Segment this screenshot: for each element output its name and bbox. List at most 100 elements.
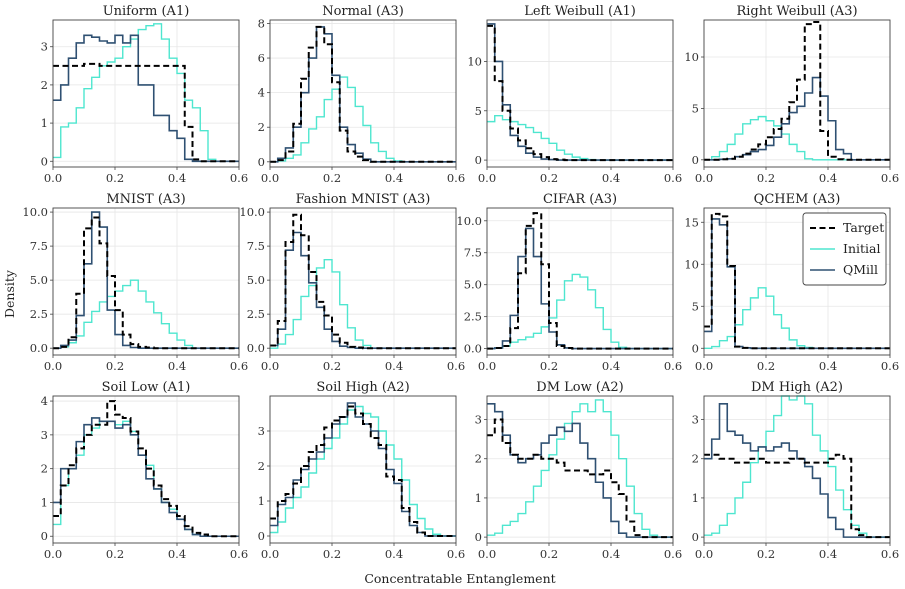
series-target bbox=[270, 213, 456, 350]
y-tick-label: 0.0 bbox=[30, 341, 48, 355]
y-tick-label: 0.0 bbox=[464, 342, 482, 356]
panel-0: 0.0 0.2 0.4 0.6 0 1 2 3 Uniform (A1) bbox=[41, 4, 248, 185]
x-tick-label: 0.6 bbox=[881, 171, 899, 185]
plot-frame bbox=[52, 395, 240, 544]
y-tick-label: 4 bbox=[41, 394, 48, 408]
panel-title: Left Weibull (A1) bbox=[524, 4, 636, 19]
x-tick-label: 0.2 bbox=[323, 171, 341, 185]
legend-box bbox=[802, 212, 887, 286]
x-tick-label: 0.6 bbox=[664, 171, 682, 185]
legend-label-qmill: QMill bbox=[843, 262, 878, 277]
y-tick-label: 5.0 bbox=[30, 273, 48, 287]
panel-8: 0.0 0.2 0.4 0.6 0 1 2 3 4 Soil Low (A1) bbox=[41, 380, 248, 561]
plot-frame bbox=[269, 19, 457, 168]
y-tick-label: 3 bbox=[41, 40, 48, 54]
panel-5: 0.0 0.2 0.4 0.6 0.0 2.5 5.0 7.5 10.0 Fashion MNIS… bbox=[239, 192, 465, 373]
x-tick-label: 0.0 bbox=[44, 359, 62, 373]
series-initial bbox=[487, 399, 673, 538]
panel-2: 0.0 0.2 0.4 0.6 0 5 10 Left Weibull (A1) bbox=[467, 4, 682, 185]
y-tick-label: 1 bbox=[41, 495, 48, 509]
x-tick-label: 0.4 bbox=[385, 171, 403, 185]
y-tick-label: 5.0 bbox=[247, 273, 265, 287]
series-qmill bbox=[704, 403, 890, 538]
plot-frame bbox=[486, 207, 674, 356]
series-target bbox=[487, 212, 673, 350]
x-tick-label: 0.4 bbox=[602, 359, 620, 373]
series-target bbox=[270, 405, 456, 537]
x-tick-label: 0.2 bbox=[323, 359, 341, 373]
series-target bbox=[704, 21, 890, 161]
panel-title: Fashion MNIST (A3) bbox=[296, 192, 431, 207]
x-tick-label: 0.2 bbox=[757, 359, 775, 373]
y-tick-label: 15 bbox=[684, 215, 699, 229]
x-tick-label: 0.6 bbox=[664, 547, 682, 561]
panel-title: MNIST (A3) bbox=[106, 192, 185, 207]
y-tick-label: 2.5 bbox=[464, 310, 482, 324]
series-initial bbox=[487, 273, 673, 350]
y-axis-label: Density bbox=[2, 269, 17, 318]
y-tick-label: 1 bbox=[258, 494, 265, 508]
series-initial bbox=[270, 259, 456, 349]
y-tick-label: 0 bbox=[692, 530, 699, 544]
series-target bbox=[53, 62, 239, 163]
panel-7: 0.0 0.2 0.4 0.6 0 5 10 15 QCHEM (A3)Target Initia… bbox=[684, 192, 899, 373]
panel-9: 0.0 0.2 0.4 0.6 0 1 2 3 Soil High (A2) bbox=[258, 380, 465, 561]
y-tick-label: 5 bbox=[692, 299, 699, 313]
series-target bbox=[704, 453, 890, 539]
x-tick-label: 0.2 bbox=[106, 171, 124, 185]
x-tick-label: 0.4 bbox=[168, 171, 186, 185]
series-initial bbox=[487, 115, 673, 161]
series-initial bbox=[53, 23, 239, 162]
series-initial bbox=[704, 395, 890, 538]
y-tick-label: 0 bbox=[692, 341, 699, 355]
x-tick-label: 0.0 bbox=[261, 547, 279, 561]
x-tick-label: 0.0 bbox=[261, 171, 279, 185]
x-tick-label: 0.2 bbox=[757, 547, 775, 561]
y-tick-label: 3 bbox=[258, 424, 265, 438]
y-tick-label: 5.0 bbox=[464, 278, 482, 292]
panel-title: Uniform (A1) bbox=[103, 4, 190, 19]
y-tick-label: 2 bbox=[41, 78, 48, 92]
y-tick-label: 8 bbox=[258, 16, 265, 30]
y-tick-label: 2.5 bbox=[30, 307, 48, 321]
series-target bbox=[487, 418, 673, 539]
x-tick-label: 0.4 bbox=[819, 359, 837, 373]
panel-10: 0.0 0.2 0.4 0.6 0 1 2 3 DM Low (A2) bbox=[475, 380, 682, 561]
plot-frame bbox=[269, 207, 457, 356]
y-tick-label: 1 bbox=[41, 116, 48, 130]
series-target bbox=[53, 216, 239, 350]
y-tick-label: 4 bbox=[258, 86, 265, 100]
y-tick-label: 10.0 bbox=[456, 214, 482, 228]
x-tick-label: 0.6 bbox=[447, 171, 465, 185]
series-target bbox=[270, 25, 456, 163]
series-qmill bbox=[487, 227, 673, 350]
x-tick-label: 0.4 bbox=[385, 547, 403, 561]
x-tick-label: 0.0 bbox=[478, 547, 496, 561]
series-initial bbox=[53, 279, 239, 349]
x-tick-label: 0.6 bbox=[230, 359, 248, 373]
panel-title: DM High (A2) bbox=[751, 380, 843, 395]
plot-frame bbox=[703, 395, 891, 544]
y-tick-label: 1 bbox=[692, 491, 699, 505]
y-tick-label: 7.5 bbox=[247, 239, 265, 253]
panel-title: Normal (A3) bbox=[322, 4, 404, 19]
series-initial bbox=[270, 76, 456, 163]
y-tick-label: 10 bbox=[467, 54, 482, 68]
plot-frame bbox=[52, 207, 240, 356]
y-tick-label: 0 bbox=[258, 529, 265, 543]
y-tick-label: 10.0 bbox=[239, 205, 265, 219]
panel-title: QCHEM (A3) bbox=[754, 192, 841, 207]
panel-title: Right Weibull (A3) bbox=[736, 4, 857, 19]
x-tick-label: 0.2 bbox=[540, 547, 558, 561]
x-tick-label: 0.4 bbox=[819, 547, 837, 561]
plot-frame bbox=[486, 19, 674, 168]
x-tick-label: 0.0 bbox=[695, 171, 713, 185]
x-tick-label: 0.2 bbox=[540, 359, 558, 373]
y-tick-label: 3 bbox=[41, 428, 48, 442]
panel-4: 0.0 0.2 0.4 0.6 0.0 2.5 5.0 7.5 10.0 MNIST (A3) bbox=[22, 192, 248, 373]
y-tick-label: 0 bbox=[475, 530, 482, 544]
x-tick-label: 0.4 bbox=[602, 171, 620, 185]
y-tick-label: 0 bbox=[692, 153, 699, 167]
y-tick-label: 0 bbox=[41, 154, 48, 168]
x-tick-label: 0.0 bbox=[695, 359, 713, 373]
